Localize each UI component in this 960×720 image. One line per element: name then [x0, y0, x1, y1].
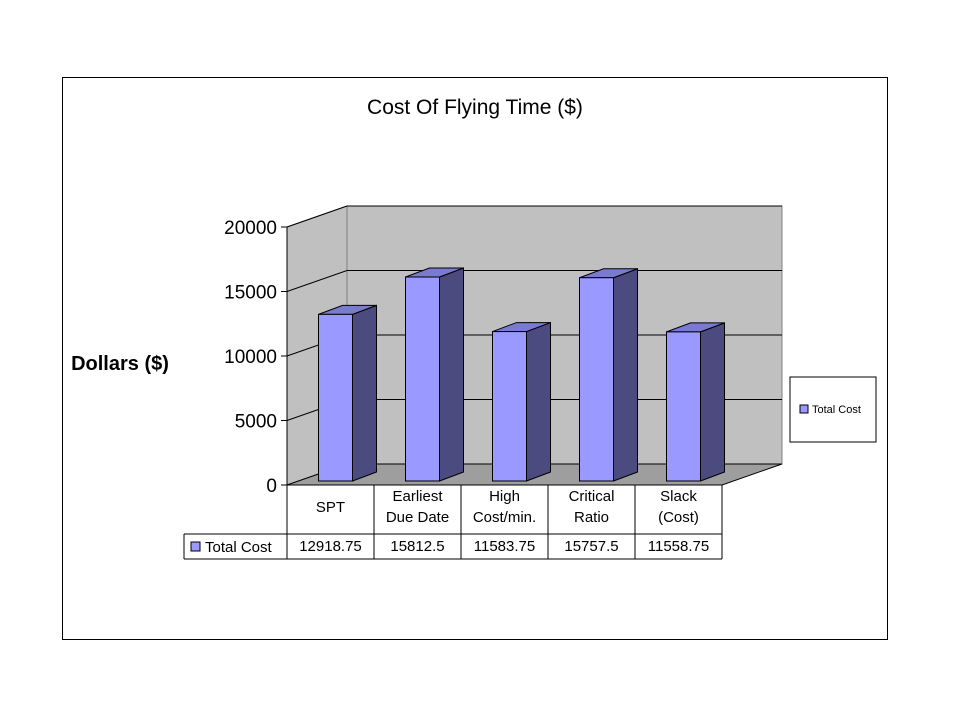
- y-axis: 0 5000 10000 15000 20000: [224, 218, 288, 497]
- bar-side: [352, 304, 377, 482]
- category-label: Ratio: [574, 509, 609, 526]
- y-tick-label: 5000: [235, 412, 277, 433]
- series-row-label: Total Cost: [205, 539, 273, 556]
- y-tick-label: 20000: [224, 218, 277, 239]
- bar: [579, 268, 638, 482]
- data-value-label: 12918.75: [299, 538, 362, 555]
- data-value-label: 11583.75: [474, 538, 535, 555]
- category-label: Critical: [569, 488, 615, 505]
- bar-front: [318, 313, 353, 482]
- bar-front: [666, 331, 701, 482]
- category-label: Cost/min.: [473, 509, 536, 526]
- category-label: Earliest: [392, 488, 443, 505]
- bar: [318, 304, 377, 482]
- category-label: Slack: [660, 488, 697, 505]
- data-table: SPT Earliest Due Date High Cost/min. Critical…: [183, 485, 723, 560]
- bar-front: [492, 331, 527, 482]
- legend-swatch: [799, 404, 809, 414]
- category-label: High: [489, 488, 520, 505]
- bars: [318, 267, 725, 482]
- bar-front: [405, 276, 440, 482]
- category-label: Due Date: [386, 509, 449, 526]
- bar-side: [700, 322, 725, 482]
- chart-title: Cost Of Flying Time ($): [367, 96, 583, 119]
- category-label: SPT: [316, 499, 345, 516]
- category-label: (Cost): [658, 509, 699, 526]
- legend-label: Total Cost: [812, 404, 861, 416]
- legend: Total Cost: [789, 376, 877, 443]
- y-tick-label: 15000: [224, 283, 277, 304]
- bar-front: [579, 277, 614, 482]
- bar: [405, 267, 464, 482]
- y-tick-label: 10000: [224, 347, 277, 368]
- bar-side: [439, 267, 464, 482]
- data-value-label: 11558.75: [648, 538, 709, 555]
- y-axis-label: Dollars ($): [71, 353, 169, 375]
- series-swatch: [190, 541, 201, 552]
- bar: [492, 321, 551, 482]
- data-value-label: 15757.5: [564, 538, 618, 555]
- data-value-label: 15812.5: [390, 538, 444, 555]
- bar-side: [613, 268, 638, 482]
- y-tick-label: 0: [266, 476, 277, 497]
- bar-side: [526, 321, 551, 482]
- gridline: [286, 205, 782, 228]
- bar: [666, 322, 725, 482]
